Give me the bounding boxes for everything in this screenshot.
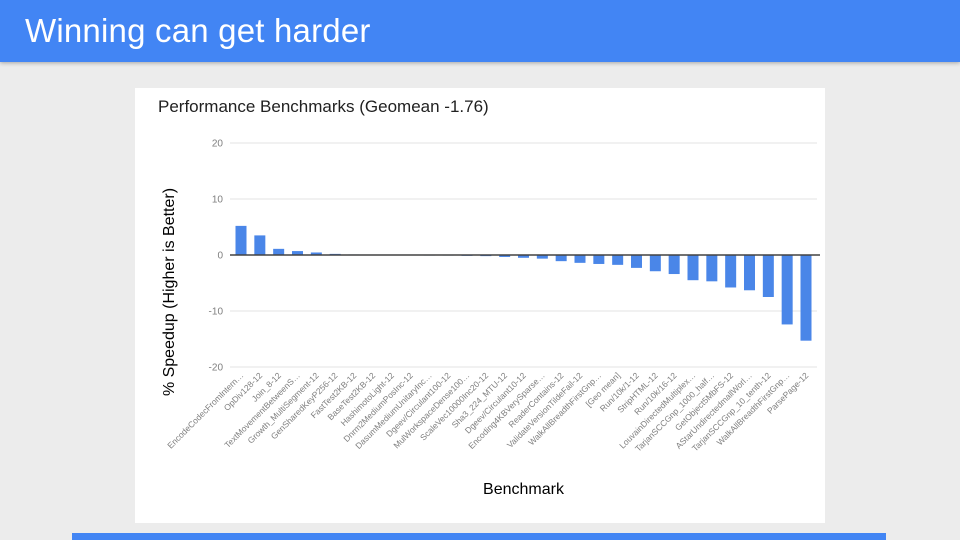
slide-title: Winning can get harder — [25, 12, 371, 49]
bar — [292, 251, 303, 255]
bar — [762, 255, 774, 297]
bar — [781, 255, 793, 325]
bar — [254, 235, 266, 255]
footer-accent-strip — [72, 533, 886, 540]
bar — [649, 255, 661, 272]
y-tick-label: -20 — [209, 363, 224, 374]
chart-card: Performance Benchmarks (Geomean -1.76) %… — [135, 88, 825, 523]
header-bar: Winning can get harder — [0, 0, 960, 62]
bar — [744, 255, 755, 291]
y-tick-label: 10 — [212, 195, 224, 206]
bar — [706, 255, 718, 282]
bar — [574, 255, 586, 263]
y-tick-label: -10 — [209, 307, 224, 318]
bar — [687, 255, 699, 281]
bar — [668, 255, 680, 275]
chart-title: Performance Benchmarks (Geomean -1.76) — [158, 97, 489, 116]
y-tick-label: 20 — [212, 139, 224, 150]
bar — [800, 255, 812, 341]
bar — [631, 255, 642, 268]
x-axis-title: Benchmark — [483, 481, 564, 498]
benchmark-bar-chart: 20100-10-20EncodeCodecFromIntern…OpDiv12… — [165, 139, 820, 454]
bar — [499, 255, 511, 257]
y-tick-label: 0 — [217, 251, 223, 262]
bar — [593, 255, 605, 264]
bar — [235, 225, 247, 255]
bar — [612, 255, 624, 265]
bar — [273, 248, 285, 255]
bar — [518, 255, 529, 258]
bar — [555, 255, 567, 262]
bar — [536, 255, 548, 259]
bar — [310, 252, 322, 255]
bar — [725, 255, 737, 288]
